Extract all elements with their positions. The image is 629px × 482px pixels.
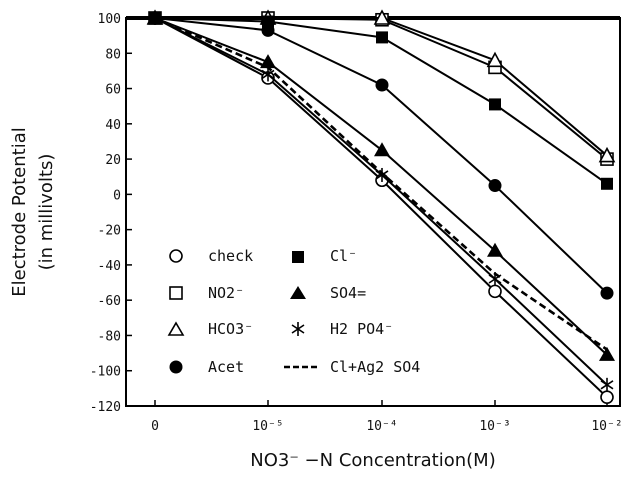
y-axis-title-line1: Electrode Potential [9,127,30,297]
legend-label-no2: NO2⁻ [208,284,244,302]
data-point [486,51,504,68]
legend-item-check: check [169,247,253,265]
data-point [373,9,391,25]
y-tick-label: -60 [98,294,121,309]
data-point [488,284,502,299]
data-point [375,78,389,92]
y-tick-label: 0 [113,188,121,203]
legend-marker-cl [292,251,304,263]
x-tick-label: 10⁻³ [479,419,510,434]
data-point [375,167,389,182]
y-tick-label: 40 [105,118,121,133]
data-point [262,15,274,28]
legend-item-clag: Cl+Ag2 SO4 [284,358,420,376]
y-tick-label: -100 [90,365,121,380]
y-tick-label: -40 [98,259,121,274]
y-tick-label: 100 [98,12,121,27]
legend-item-no2: NO2⁻ [169,284,244,302]
legend-label-h2po4: H2 PO4⁻ [330,320,393,338]
data-point [489,98,501,111]
legend-marker-no2 [169,286,183,300]
series-cl [149,12,613,190]
y-tick-label: -80 [98,329,121,344]
legend-marker-so4 [290,286,306,299]
x-axis-title: NO3⁻ −N Concentration(M) [250,450,496,471]
data-point [376,31,388,44]
y-tick-label: 20 [105,153,121,168]
data-point [600,390,614,404]
x-tick-label: 0 [151,419,159,434]
legend-marker-h2po4 [291,322,305,336]
asterisk-stroke [261,69,275,80]
legend-label-so4: SO4= [330,284,366,302]
plot-frame [125,17,621,407]
x-tick-label: 10⁻⁴ [366,419,397,434]
data-point [600,286,614,300]
x-tick-label: 10⁻⁵ [252,419,283,434]
data-point [488,179,502,193]
y-tick-label: -120 [90,400,121,415]
series-line-check [154,17,608,398]
legend-marker-check [169,249,183,263]
y-tick-label: 80 [105,47,121,62]
data-point [598,146,616,163]
legend-item-so4: SO4= [290,284,366,302]
legend-label-clag: Cl+Ag2 SO4 [330,358,420,376]
legend-label-hco3: HCO3⁻ [208,320,253,338]
y-tick-label: 60 [105,83,121,98]
asterisk-stroke [375,170,389,180]
y-tick-label: -20 [98,224,121,239]
data-point [601,177,613,190]
legend-item-cl: Cl⁻ [292,247,357,265]
legend-label-check: check [208,247,253,265]
y-axis-title-line2: (in millivolts) [36,154,57,271]
asterisk-stroke [600,380,614,390]
legend-marker-hco3 [167,321,185,336]
legend-item-acet: Acet [169,358,244,376]
data-point [599,346,615,361]
data-point [261,67,275,82]
data-point [487,242,503,257]
data-point [260,54,276,69]
data-point [600,377,614,392]
y-axis-ticks: 100 80 60 40 20 0 -20 -40 -60 -80 -100 -120 [90,12,132,415]
x-axis-ticks: 0 10⁻⁵ 10⁻⁴ 10⁻³ 10⁻² [151,400,623,434]
series-layer [146,9,616,404]
series-acet [148,11,614,300]
legend-label-acet: Acet [208,358,244,376]
series-cl-ag2-so4 [154,16,608,351]
legend-label-cl: Cl⁻ [330,247,357,265]
series-check [148,11,614,404]
data-point [374,142,390,157]
legend: check NO2⁻ HCO3⁻ Acet Cl⁻ SO4= [167,247,420,376]
series-line-cl-ag2-so4 [154,16,608,351]
x-tick-label: 10⁻² [591,419,622,434]
legend-marker-acet [169,360,183,374]
legend-item-h2po4: H2 PO4⁻ [291,320,393,338]
legend-item-hco3: HCO3⁻ [167,320,253,338]
